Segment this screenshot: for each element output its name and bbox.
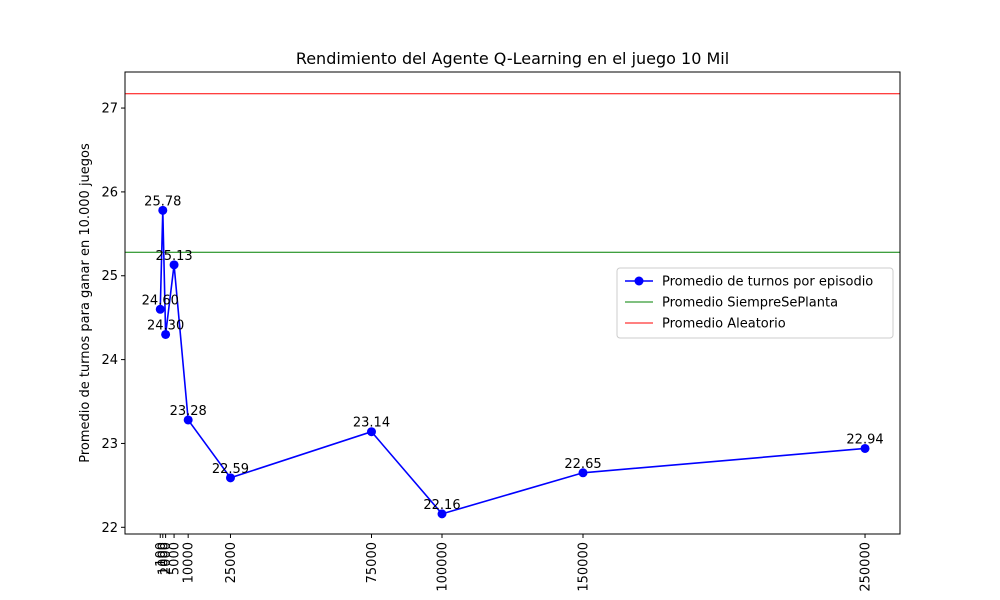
legend-label: Promedio de turnos por episodio xyxy=(662,275,873,290)
x-tick-label: 250000 xyxy=(859,542,874,592)
data-point xyxy=(183,415,193,425)
x-tick-label: 25000 xyxy=(224,542,239,583)
chart-title: Rendimiento del Agente Q-Learning en el … xyxy=(296,49,729,68)
x-tick-label: 75000 xyxy=(365,542,380,583)
data-label: 23.28 xyxy=(170,404,207,419)
data-label: 23.14 xyxy=(353,416,390,431)
data-point xyxy=(225,473,235,483)
y-tick-label: 26 xyxy=(101,185,118,200)
data-point xyxy=(366,427,376,437)
data-label: 24.60 xyxy=(142,293,179,308)
data-point xyxy=(578,468,588,478)
data-point xyxy=(155,304,165,314)
data-point xyxy=(161,329,171,339)
data-point xyxy=(158,205,168,215)
plot-frame xyxy=(124,71,901,535)
data-point xyxy=(860,443,870,453)
x-tick-label: 1000 xyxy=(156,542,171,575)
y-tick-label: 24 xyxy=(101,353,118,368)
y-tick-label: 23 xyxy=(101,437,118,452)
data-label: 22.16 xyxy=(423,498,460,513)
data-point xyxy=(437,509,447,519)
x-tick-label: 2000 xyxy=(159,542,174,575)
y-tick-label: 22 xyxy=(101,521,118,536)
data-label: 25.78 xyxy=(144,194,181,209)
data-label: 22.65 xyxy=(564,457,601,472)
legend: Promedio de turnos por episodio Promedio … xyxy=(616,267,894,339)
data-point xyxy=(169,260,179,270)
y-axis-label: Promedio de turnos para ganar en 10.000 … xyxy=(78,143,93,463)
data-label: 25.13 xyxy=(155,249,192,264)
data-label: 22.94 xyxy=(846,432,883,447)
x-tick-label: 5000 xyxy=(168,542,183,575)
x-tick-label: 150000 xyxy=(577,542,592,592)
data-label: 24.30 xyxy=(147,318,184,333)
x-tick-label: 10000 xyxy=(182,542,197,583)
y-tick-label: 27 xyxy=(101,102,118,117)
data-label: 22.59 xyxy=(212,462,249,477)
legend-label: Promedio Aleatorio xyxy=(662,317,786,332)
y-tick-label: 25 xyxy=(101,269,118,284)
legend-box xyxy=(616,267,894,339)
x-tick-label: 100 xyxy=(154,542,169,567)
legend-marker xyxy=(634,276,644,286)
x-tick-label: 100000 xyxy=(435,542,450,592)
legend-label: Promedio SiempreSePlanta xyxy=(662,296,838,311)
series-line xyxy=(159,210,866,515)
